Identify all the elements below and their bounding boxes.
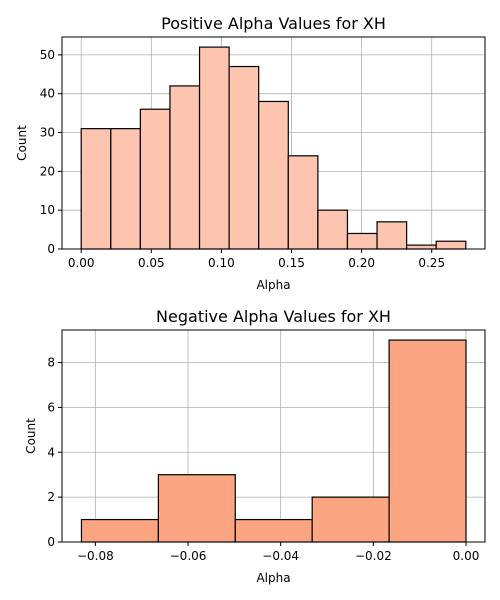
x-axis-label: Alpha [256,278,290,292]
x-tick-label: −0.02 [355,549,392,563]
plot-frame [61,36,486,250]
x-tick-label: 0.05 [138,256,165,270]
x-tick-label: 0.25 [418,256,445,270]
x-tick-label: −0.08 [77,549,114,563]
x-tick-label: −0.04 [262,549,299,563]
y-axis-label: Count [24,418,38,454]
y-tick-label: 10 [40,203,55,217]
histogram-bar [80,128,112,250]
y-tick-label: 0 [47,242,55,256]
histogram-bar [317,209,349,250]
x-axis-label: Alpha [256,571,290,585]
histogram-bar [198,46,230,250]
histogram-bar [157,474,236,543]
histogram-bar [228,65,260,250]
y-tick-label: 20 [40,164,55,178]
x-tick-label: 0.10 [208,256,235,270]
chart-title: Positive Alpha Values for XH [161,14,386,33]
histogram-bar [435,240,467,250]
histogram-bar [388,339,467,543]
x-tick-label: 0.15 [278,256,305,270]
x-tick-label: 0.00 [453,549,480,563]
y-tick-label: 0 [47,535,55,549]
histogram-bar [80,518,159,543]
y-tick-label: 30 [40,126,55,140]
histogram-bar [169,85,201,250]
y-tick-label: 4 [47,445,55,459]
histogram-bar [234,518,313,543]
histogram-bar [110,128,141,250]
histogram-bar [287,155,319,250]
y-tick-label: 40 [40,87,55,101]
histogram-bar [406,244,437,250]
x-tick-label: 0.20 [348,256,375,270]
y-tick-label: 8 [47,356,55,370]
x-tick-label: −0.06 [170,549,207,563]
x-tick-label: 0.00 [68,256,95,270]
y-tick-label: 2 [47,490,55,504]
histogram-bar [346,232,378,250]
y-axis-label: Count [15,125,29,161]
y-tick-label: 50 [40,48,55,62]
chart-title: Negative Alpha Values for XH [156,307,391,326]
y-tick-label: 6 [47,400,55,414]
histogram-bar [376,221,408,250]
plot-frame [61,329,486,543]
histogram-bar [258,100,289,250]
histogram-bar [139,108,171,250]
histogram-bar [311,496,390,543]
